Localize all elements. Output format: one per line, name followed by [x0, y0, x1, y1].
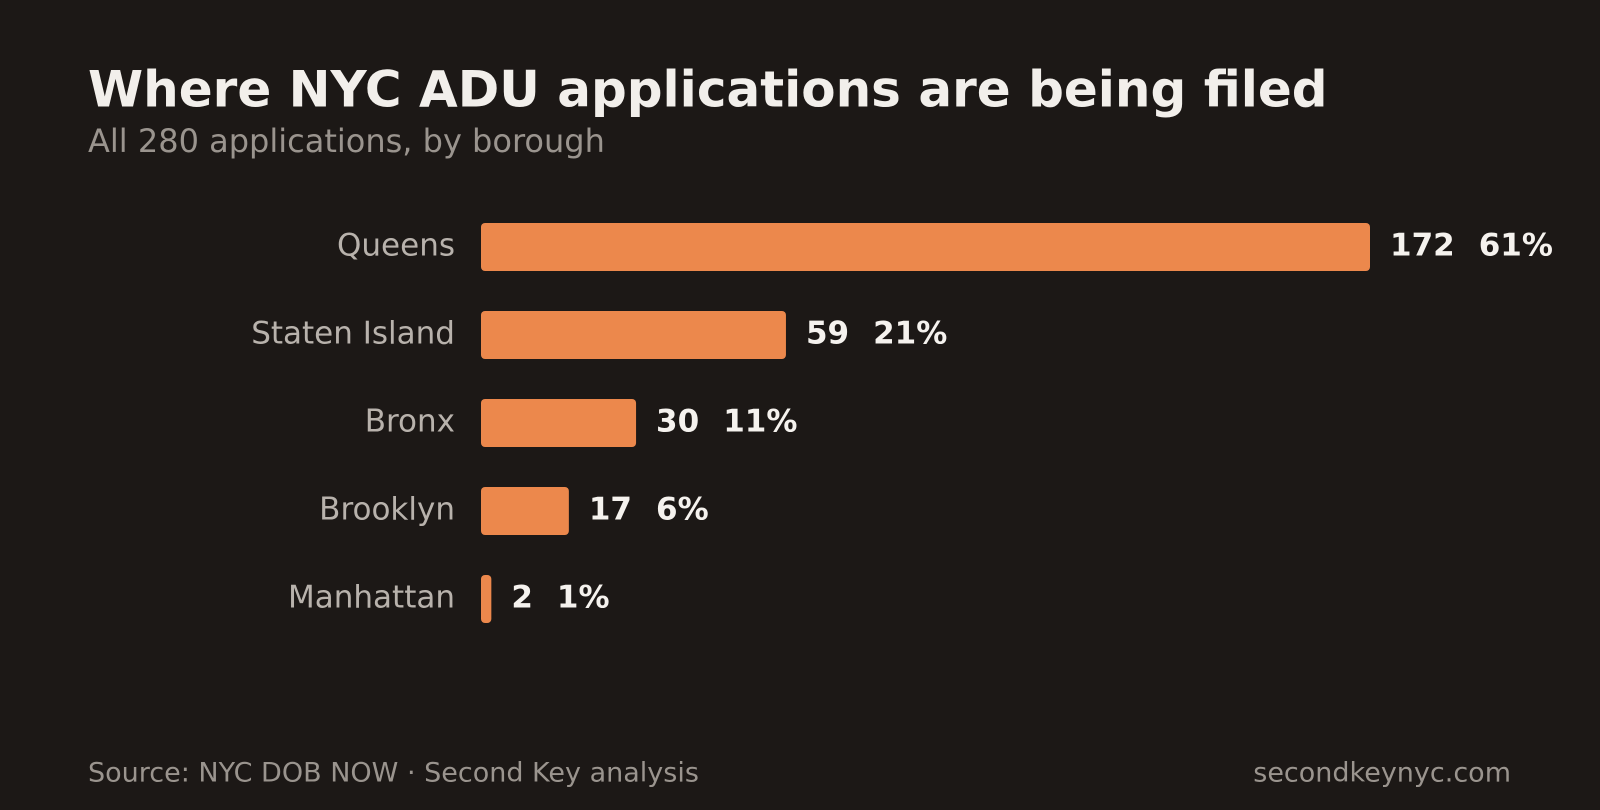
category-label: Manhattan — [288, 580, 455, 616]
value-label: 30 — [656, 404, 699, 440]
bar — [481, 311, 786, 359]
share-label: 11% — [723, 404, 797, 440]
value-label: 59 — [806, 316, 849, 352]
chart-subtitle: All 280 applications, by borough — [88, 122, 605, 160]
bar — [481, 575, 492, 623]
share-label: 1% — [557, 580, 610, 616]
share-label: 61% — [1479, 228, 1553, 264]
bar — [481, 223, 1370, 271]
bar — [481, 399, 637, 447]
category-label: Staten Island — [251, 316, 455, 352]
value-label: 172 — [1390, 228, 1455, 264]
category-label: Bronx — [365, 404, 455, 440]
value-label: 17 — [589, 492, 632, 528]
credit: secondkeynyc.com — [1253, 758, 1511, 789]
chart-title: Where NYC ADU applications are being fil… — [88, 61, 1328, 119]
share-label: 21% — [873, 316, 947, 352]
category-label: Brooklyn — [319, 492, 455, 528]
share-label: 6% — [656, 492, 709, 528]
bar — [481, 487, 569, 535]
category-label: Queens — [337, 228, 455, 264]
source: Source: NYC DOB NOW · Second Key analysi… — [88, 758, 699, 789]
value-label: 2 — [511, 580, 533, 616]
